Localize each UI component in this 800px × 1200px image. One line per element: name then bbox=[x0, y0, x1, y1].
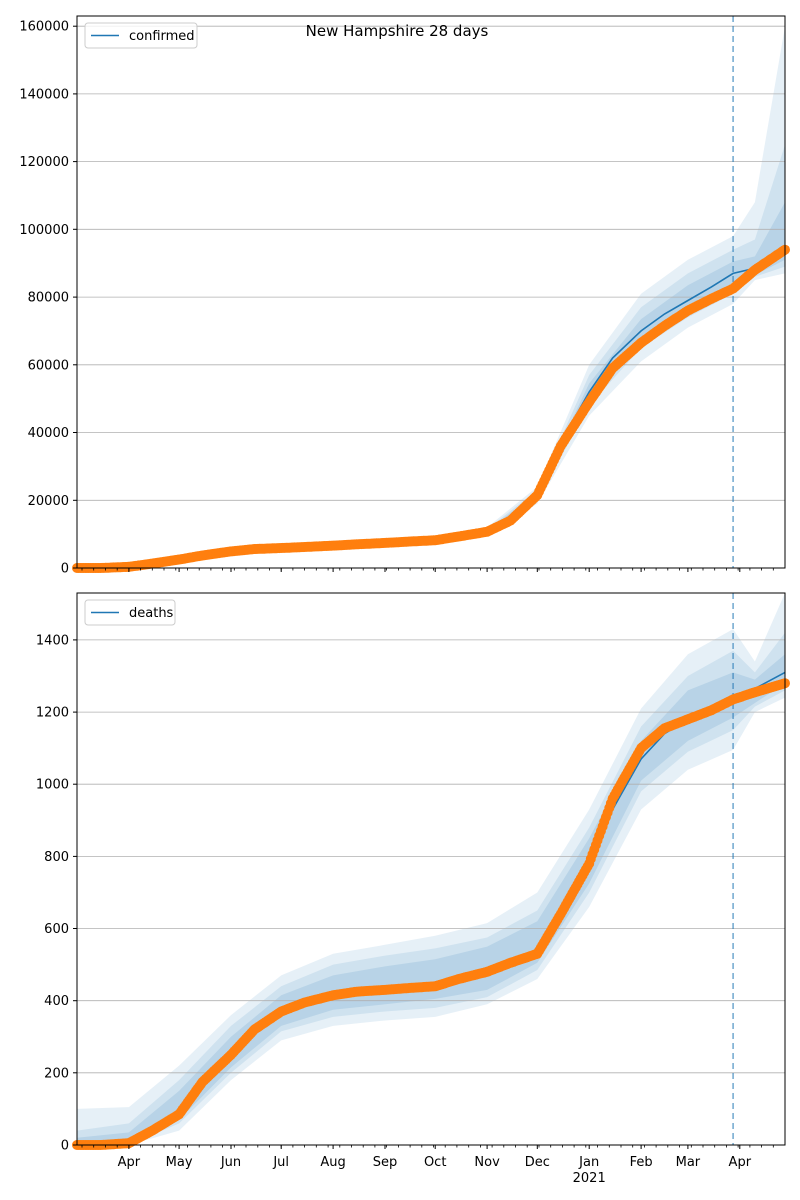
uncertainty-band-1 bbox=[77, 632, 785, 1145]
y-tick-label: 160000 bbox=[19, 20, 69, 35]
y-tick-label: 20000 bbox=[28, 494, 69, 509]
y-tick-label: 800 bbox=[44, 850, 69, 865]
legend-label-deaths: deaths bbox=[129, 606, 174, 621]
y-tick-label: 140000 bbox=[19, 87, 69, 102]
y-tick-label: 600 bbox=[44, 922, 69, 937]
x-tick-label: Jul bbox=[272, 1155, 289, 1170]
y-tick-label: 200 bbox=[44, 1066, 69, 1081]
deaths-legend: deaths bbox=[84, 599, 176, 626]
x-axis-year-label: 2021 bbox=[573, 1171, 606, 1186]
x-tick-label: Sep bbox=[373, 1155, 398, 1170]
confirmed-legend: confirmed bbox=[84, 22, 198, 49]
x-tick-label: May bbox=[166, 1155, 193, 1170]
deaths-axes bbox=[76, 592, 786, 1146]
y-tick-label: 0 bbox=[61, 1139, 69, 1154]
y-tick-label: 80000 bbox=[28, 291, 69, 306]
confirmed-panel: 0 20000 40000 60000 80000 100000 120000 140000 1… bbox=[19, 15, 790, 577]
deaths-panel: 0 200 400 600 800 1000 1200 1400 Apr May Jun Jul Au… bbox=[36, 592, 790, 1170]
y-tick-label: 1400 bbox=[36, 633, 69, 648]
figure-title: New Hampshire 28 days bbox=[306, 22, 489, 40]
x-tick-label: Jan bbox=[578, 1155, 599, 1170]
x-tick-label: Jun bbox=[220, 1155, 241, 1170]
legend-box bbox=[84, 599, 176, 626]
y-tick-label: 1200 bbox=[36, 706, 69, 721]
y-tick-label: 120000 bbox=[19, 155, 69, 170]
deaths-x-axis: Apr May Jun Jul Aug Sep Oct Nov Dec Jan Feb Mar Apr bbox=[81, 1145, 774, 1170]
x-tick-label: Aug bbox=[320, 1155, 345, 1170]
confirmed-y-axis: 0 20000 40000 60000 80000 100000 120000 140000 1… bbox=[19, 20, 77, 577]
y-tick-label: 0 bbox=[61, 562, 69, 577]
x-tick-label: Nov bbox=[474, 1155, 500, 1170]
x-tick-label: Mar bbox=[676, 1155, 701, 1170]
uncertainty-band-2 bbox=[77, 654, 785, 1145]
x-tick-label: Apr bbox=[729, 1155, 752, 1170]
x-tick-label: Apr bbox=[118, 1155, 141, 1170]
deaths-y-axis: 0 200 400 600 800 1000 1200 1400 bbox=[36, 633, 77, 1154]
axes-frame bbox=[76, 592, 786, 1146]
y-tick-label: 40000 bbox=[28, 426, 69, 441]
y-tick-label: 1000 bbox=[36, 778, 69, 793]
x-tick-label: Feb bbox=[630, 1155, 653, 1170]
legend-box bbox=[84, 22, 198, 49]
x-tick-label: Oct bbox=[424, 1155, 446, 1170]
axes-frame bbox=[76, 15, 786, 569]
y-tick-label: 60000 bbox=[28, 358, 69, 373]
y-tick-label: 100000 bbox=[19, 223, 69, 238]
confirmed-axes bbox=[76, 15, 786, 569]
deaths-uncertainty-bands bbox=[77, 593, 785, 1145]
uncertainty-band-0 bbox=[77, 593, 785, 1145]
deaths-observed-points bbox=[72, 678, 790, 1150]
legend-label-confirmed: confirmed bbox=[129, 29, 195, 44]
y-tick-label: 400 bbox=[44, 994, 69, 1009]
x-tick-label: Dec bbox=[525, 1155, 550, 1170]
confirmed-x-axis bbox=[81, 568, 774, 572]
